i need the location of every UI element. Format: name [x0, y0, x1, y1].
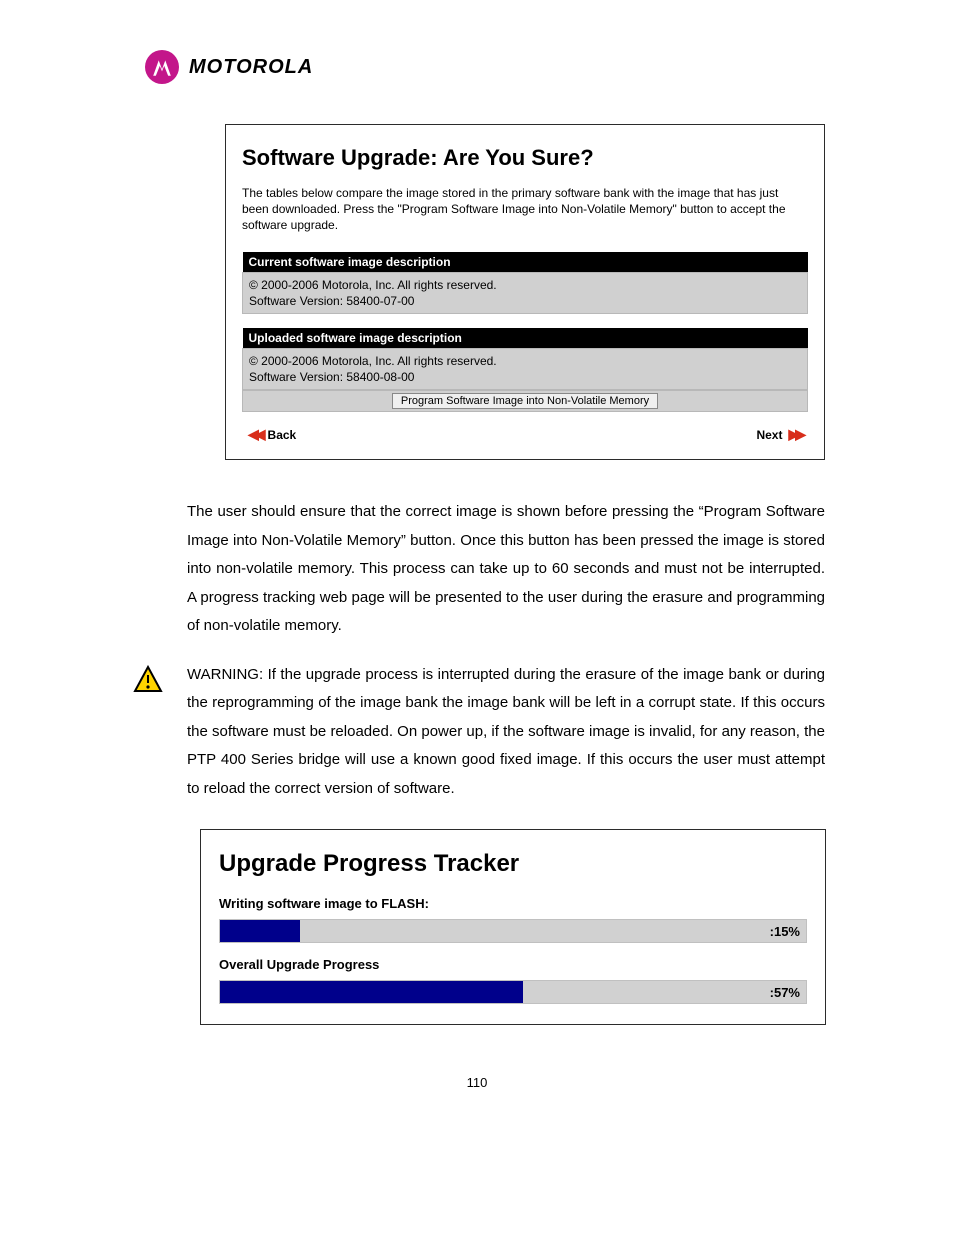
progress-title: Upgrade Progress Tracker — [219, 850, 807, 878]
current-image-table: Current software image description © 200… — [242, 252, 808, 314]
warning-paragraph: WARNING: If the upgrade process is inter… — [187, 661, 825, 804]
uploaded-image-table: Uploaded software image description © 20… — [242, 328, 808, 390]
body-copy: The user should ensure that the correct … — [187, 498, 825, 641]
next-link[interactable]: Next ▶▶ — [756, 426, 802, 443]
current-image-body: © 2000-2006 Motorola, Inc. All rights re… — [243, 272, 808, 313]
back-link[interactable]: ◀◀ Back — [248, 426, 296, 443]
progress-label-1: Overall Upgrade Progress — [219, 957, 807, 972]
warning-icon — [133, 665, 163, 698]
progress-pct-0: :15% — [752, 924, 806, 939]
progress-track-0 — [220, 920, 752, 942]
uploaded-image-header: Uploaded software image description — [243, 328, 808, 349]
progress-bar-1: :57% — [219, 980, 807, 1004]
progress-fill-1 — [220, 981, 523, 1003]
panel-title: Software Upgrade: Are You Sure? — [242, 145, 808, 171]
brand-header: MOTOROLA — [145, 50, 954, 84]
back-arrow-icon: ◀◀ — [248, 426, 262, 443]
warning-row: WARNING: If the upgrade process is inter… — [133, 661, 825, 824]
progress-bar-0: :15% — [219, 919, 807, 943]
warning-text: WARNING: If the upgrade process is inter… — [187, 661, 825, 824]
next-arrow-icon: ▶▶ — [788, 426, 802, 443]
panel-intro: The tables below compare the image store… — [242, 185, 808, 234]
nav-row: ◀◀ Back Next ▶▶ — [242, 422, 808, 453]
page-number: 110 — [0, 1075, 954, 1090]
progress-pct-1: :57% — [752, 985, 806, 1000]
progress-fill-0 — [220, 920, 300, 942]
motorola-logo-icon — [145, 50, 179, 84]
progress-label-0: Writing software image to FLASH: — [219, 896, 807, 911]
program-button[interactable]: Program Software Image into Non-Volatile… — [392, 393, 658, 409]
progress-panel: Upgrade Progress Tracker Writing softwar… — [200, 829, 826, 1025]
back-label: Back — [268, 428, 297, 442]
body-paragraph-1: The user should ensure that the correct … — [187, 498, 825, 641]
program-button-row: Program Software Image into Non-Volatile… — [242, 390, 808, 412]
brand-name: MOTOROLA — [189, 56, 313, 79]
current-image-header: Current software image description — [243, 252, 808, 273]
progress-track-1 — [220, 981, 752, 1003]
uploaded-image-body: © 2000-2006 Motorola, Inc. All rights re… — [243, 348, 808, 389]
upgrade-confirm-panel: Software Upgrade: Are You Sure? The tabl… — [225, 124, 825, 460]
next-label: Next — [756, 428, 782, 442]
